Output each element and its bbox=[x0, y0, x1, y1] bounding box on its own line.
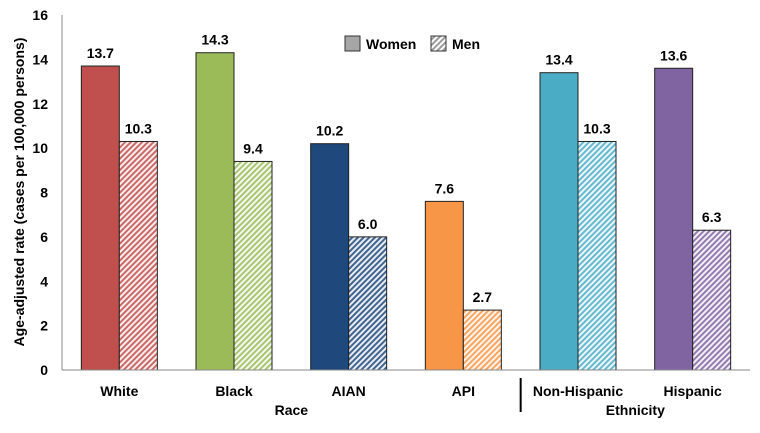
bar-group-aian: 10.2 6.0 bbox=[310, 123, 388, 371]
bar-women bbox=[539, 72, 579, 371]
y-tick-label: 10 bbox=[32, 140, 48, 156]
bar-men bbox=[233, 160, 273, 371]
data-label: 9.4 bbox=[243, 140, 263, 156]
group-label: Ethnicity bbox=[606, 402, 665, 418]
data-label: 7.6 bbox=[435, 180, 455, 196]
y-axis-label: Age-adjusted rate (cases per 100,000 per… bbox=[11, 38, 27, 347]
bar-group-hispanic: 13.6 6.3 bbox=[654, 47, 732, 371]
y-axis: 0 2 4 6 8 10 12 14 16 bbox=[32, 7, 63, 378]
y-tick-label: 0 bbox=[40, 362, 48, 378]
legend: Women Men bbox=[344, 35, 480, 52]
bar-women bbox=[80, 65, 120, 371]
legend-label-women: Women bbox=[366, 36, 416, 52]
x-tick-label: AIAN bbox=[332, 383, 366, 399]
data-label: 14.3 bbox=[201, 32, 228, 48]
bar-women bbox=[654, 67, 694, 371]
y-tick-label: 16 bbox=[32, 7, 48, 23]
bar-men bbox=[692, 229, 732, 371]
legend-label-men: Men bbox=[452, 36, 480, 52]
data-label: 10.3 bbox=[125, 120, 152, 136]
bar-women bbox=[310, 143, 350, 371]
data-label: 13.7 bbox=[87, 45, 114, 61]
x-tick-label: Black bbox=[215, 383, 253, 399]
x-tick-label: Hispanic bbox=[663, 383, 722, 399]
bar-men bbox=[118, 140, 158, 371]
bar-group-non-hispanic: 13.4 10.3 bbox=[539, 52, 617, 371]
data-label: 13.4 bbox=[545, 52, 572, 68]
data-label: 6.0 bbox=[358, 216, 378, 232]
data-label: 6.3 bbox=[702, 209, 722, 225]
bars: 13.7 10.3 14.3 9.4 10.2 6.0 7.6 2.7 13.4 10.3 13.6… bbox=[80, 32, 732, 371]
y-tick-label: 4 bbox=[40, 273, 48, 289]
bar-men bbox=[462, 309, 502, 371]
group-label: Race bbox=[275, 402, 309, 418]
data-label: 13.6 bbox=[660, 47, 687, 63]
data-label: 2.7 bbox=[473, 289, 493, 305]
y-tick-label: 12 bbox=[32, 96, 48, 112]
y-tick-label: 6 bbox=[40, 229, 48, 245]
x-tick-label: API bbox=[452, 383, 475, 399]
y-tick-label: 14 bbox=[32, 51, 48, 67]
y-tick-label: 8 bbox=[40, 185, 48, 201]
bar-group-api: 7.6 2.7 bbox=[424, 180, 502, 371]
x-axis: White Black AIAN API Non-Hispanic Hispanic Rac… bbox=[62, 369, 750, 418]
bar-men bbox=[348, 236, 388, 371]
legend-swatch-women bbox=[344, 35, 361, 52]
x-tick-label: Non-Hispanic bbox=[533, 383, 623, 399]
x-tick-label: White bbox=[100, 383, 138, 399]
bar-women bbox=[195, 52, 235, 371]
data-label: 10.3 bbox=[583, 120, 610, 136]
y-tick-label: 2 bbox=[40, 318, 48, 334]
bar-group-black: 14.3 9.4 bbox=[195, 32, 273, 371]
bar-men bbox=[577, 140, 617, 371]
legend-swatch-men bbox=[430, 35, 447, 52]
bar-group-white: 13.7 10.3 bbox=[80, 45, 158, 371]
data-label: 10.2 bbox=[316, 123, 343, 139]
bar-women bbox=[424, 200, 464, 371]
